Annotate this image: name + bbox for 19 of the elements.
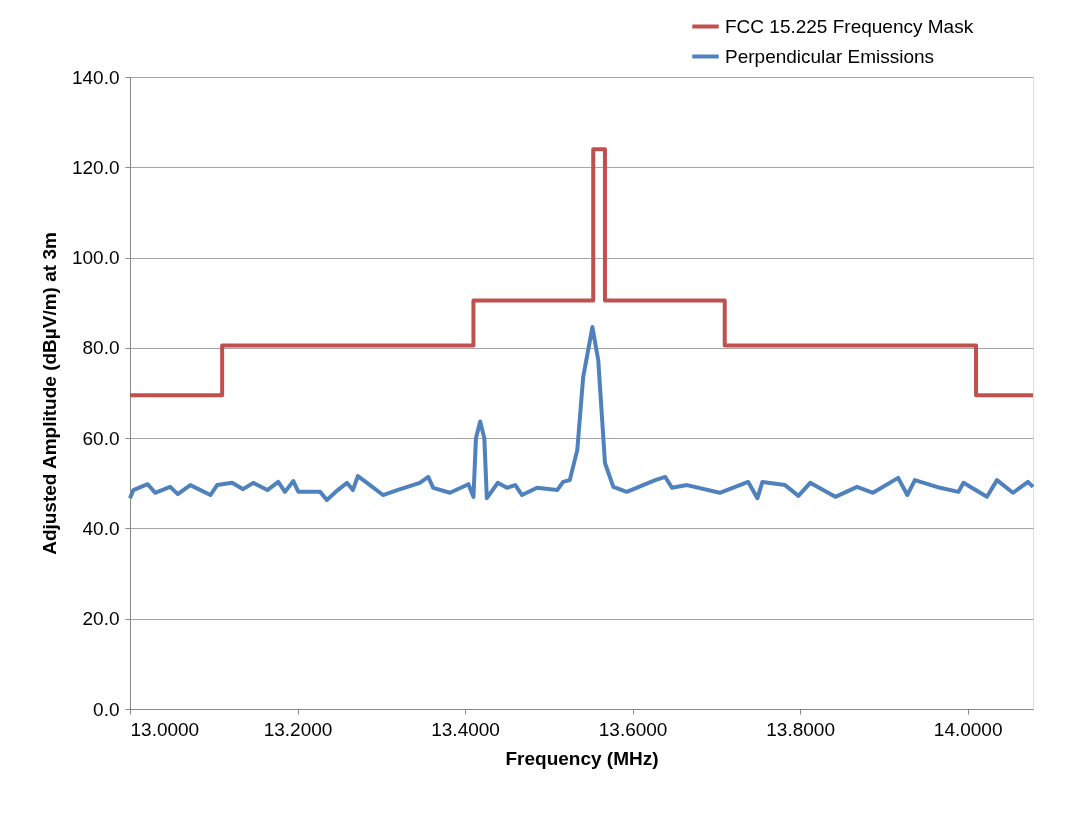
y-axis-title: Adjusted Amplitude (dBµV/m) at 3m: [38, 232, 60, 555]
y-tick-label: 140.0: [71, 66, 120, 88]
y-tick-label: 20.0: [82, 608, 120, 630]
x-tick-label: 13.4000: [431, 718, 500, 740]
y-tick-label: 100.0: [71, 247, 120, 269]
x-tick-label: 13.8000: [766, 718, 835, 740]
x-tick-label: 13.0000: [130, 718, 200, 740]
y-tick-label: 120.0: [71, 156, 120, 178]
line-series: [128, 325, 1035, 502]
y-tick-label: 60.0: [82, 427, 120, 449]
y-tick-label: 80.0: [82, 337, 120, 359]
y-tick-label: 40.0: [82, 517, 120, 539]
x-axis-title: Frequency (MHz): [505, 747, 659, 769]
legend-label: FCC 15.225 Frequency Mask: [725, 15, 974, 37]
x-tick-label: 13.6000: [598, 718, 668, 740]
x-tick-label: 14.0000: [933, 718, 1003, 740]
y-tick-label: 0.0: [93, 698, 120, 720]
legend-label: Perpendicular Emissions: [725, 45, 935, 67]
x-tick-label: 13.2000: [263, 718, 333, 740]
